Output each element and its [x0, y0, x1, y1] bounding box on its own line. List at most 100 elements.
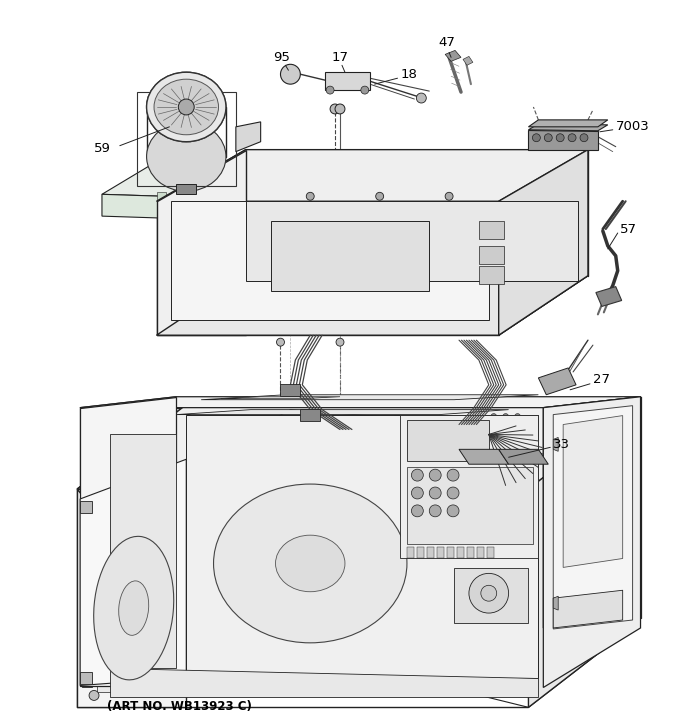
Polygon shape: [221, 397, 340, 399]
Circle shape: [568, 134, 576, 141]
Circle shape: [455, 507, 463, 515]
Polygon shape: [176, 410, 509, 415]
Polygon shape: [110, 434, 176, 668]
Polygon shape: [467, 547, 474, 558]
Circle shape: [485, 468, 493, 476]
Circle shape: [376, 192, 384, 200]
Polygon shape: [156, 192, 167, 202]
Polygon shape: [156, 149, 245, 335]
Circle shape: [445, 192, 453, 200]
Text: (ART NO. WB13923 C): (ART NO. WB13923 C): [107, 700, 252, 713]
Circle shape: [429, 469, 441, 481]
Polygon shape: [543, 397, 641, 628]
Circle shape: [330, 104, 340, 114]
Circle shape: [470, 494, 478, 502]
Polygon shape: [77, 405, 638, 489]
Polygon shape: [459, 450, 509, 464]
Polygon shape: [498, 450, 548, 464]
Circle shape: [485, 507, 493, 515]
Polygon shape: [528, 130, 598, 149]
Circle shape: [447, 505, 459, 517]
Circle shape: [491, 413, 496, 420]
Polygon shape: [82, 579, 186, 705]
Polygon shape: [554, 590, 623, 628]
Polygon shape: [301, 409, 320, 420]
Circle shape: [326, 86, 334, 94]
Circle shape: [515, 413, 520, 420]
Circle shape: [515, 423, 520, 429]
Polygon shape: [80, 397, 641, 407]
Ellipse shape: [147, 72, 226, 141]
Circle shape: [306, 192, 314, 200]
Circle shape: [491, 434, 496, 439]
Polygon shape: [554, 437, 558, 452]
Polygon shape: [236, 122, 260, 152]
Ellipse shape: [154, 79, 218, 135]
Polygon shape: [539, 368, 576, 394]
Polygon shape: [543, 397, 641, 687]
Circle shape: [544, 134, 552, 141]
Ellipse shape: [147, 72, 226, 141]
Circle shape: [556, 134, 564, 141]
Polygon shape: [407, 547, 414, 558]
Polygon shape: [201, 410, 420, 469]
Polygon shape: [156, 276, 588, 335]
Ellipse shape: [119, 581, 149, 635]
Polygon shape: [156, 149, 588, 202]
Polygon shape: [80, 459, 186, 686]
Circle shape: [212, 471, 220, 479]
Polygon shape: [445, 51, 461, 62]
Text: 33: 33: [554, 438, 571, 451]
Polygon shape: [447, 547, 454, 558]
Circle shape: [532, 134, 541, 141]
Polygon shape: [80, 397, 176, 686]
Polygon shape: [427, 547, 435, 558]
Polygon shape: [528, 120, 608, 127]
Circle shape: [485, 494, 493, 502]
Polygon shape: [82, 509, 92, 687]
Text: 47: 47: [439, 36, 456, 49]
Circle shape: [455, 481, 463, 489]
Text: 17: 17: [332, 51, 348, 64]
Polygon shape: [479, 246, 504, 264]
Circle shape: [503, 423, 509, 429]
Circle shape: [485, 481, 493, 489]
Circle shape: [280, 65, 301, 84]
Circle shape: [411, 487, 424, 499]
Circle shape: [429, 487, 441, 499]
Polygon shape: [596, 286, 622, 307]
Circle shape: [503, 413, 509, 420]
Polygon shape: [110, 668, 539, 697]
Polygon shape: [176, 184, 197, 194]
Polygon shape: [498, 149, 588, 335]
Polygon shape: [80, 671, 92, 684]
Polygon shape: [355, 541, 362, 557]
Circle shape: [515, 434, 520, 439]
Polygon shape: [201, 459, 528, 598]
Polygon shape: [385, 541, 392, 557]
Polygon shape: [97, 504, 182, 692]
Polygon shape: [186, 415, 539, 678]
Polygon shape: [80, 501, 92, 513]
Polygon shape: [528, 124, 608, 130]
Circle shape: [470, 507, 478, 515]
Polygon shape: [407, 420, 489, 461]
Ellipse shape: [247, 415, 364, 467]
Ellipse shape: [147, 122, 226, 191]
Polygon shape: [487, 547, 494, 558]
Polygon shape: [528, 405, 638, 708]
Polygon shape: [407, 467, 533, 544]
Polygon shape: [418, 547, 424, 558]
Circle shape: [469, 573, 509, 613]
Polygon shape: [102, 194, 194, 219]
Polygon shape: [554, 596, 558, 610]
Polygon shape: [102, 162, 249, 197]
Text: 18: 18: [401, 67, 418, 80]
Polygon shape: [405, 541, 411, 557]
Text: 57: 57: [619, 223, 636, 236]
Polygon shape: [437, 547, 444, 558]
Circle shape: [470, 481, 478, 489]
Circle shape: [580, 134, 588, 141]
Polygon shape: [554, 406, 632, 629]
Circle shape: [277, 338, 284, 346]
